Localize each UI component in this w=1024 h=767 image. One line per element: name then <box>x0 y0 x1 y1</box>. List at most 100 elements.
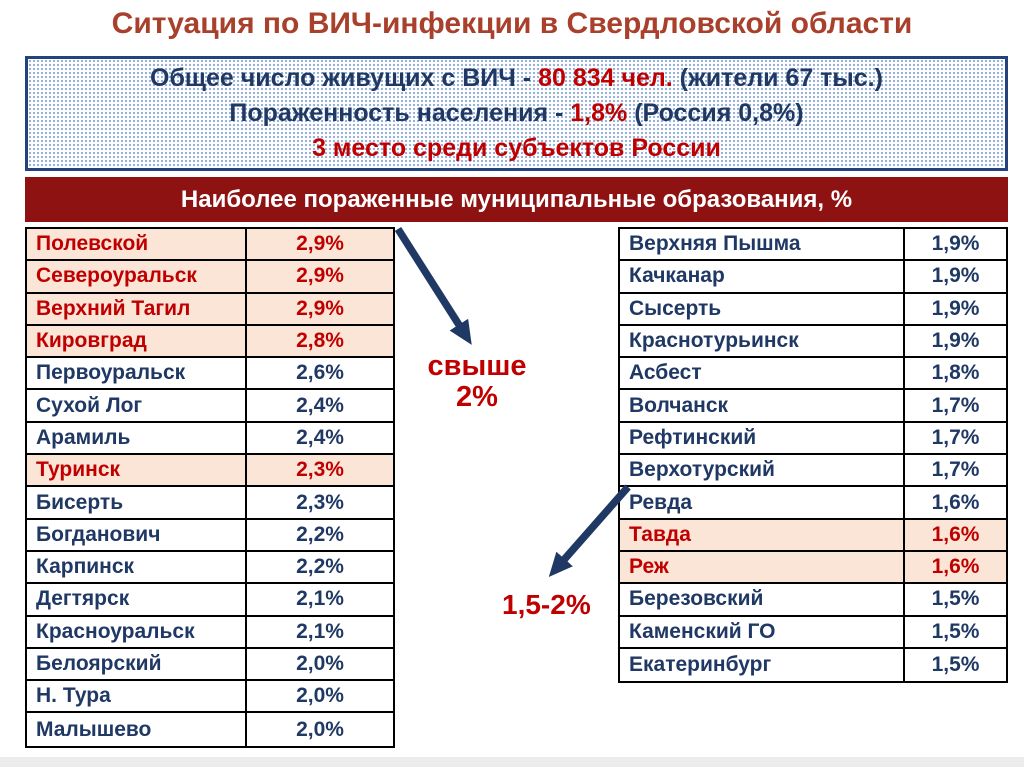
table-row: Малышево 2,0% <box>27 713 393 746</box>
summary-line-2-suffix: (Россия 0,8%) <box>627 99 804 127</box>
municipality-percent-cell: 1,9% <box>931 264 980 288</box>
range-1-5-2-label: 1,5-2% <box>502 589 591 620</box>
over-2-percent-arrow <box>394 226 472 345</box>
municipality-percent-cell: 1,7% <box>931 425 980 449</box>
summary-line-3: 3 место среди субъектов России <box>312 134 721 162</box>
municipality-percent-cell: 1,5% <box>931 653 980 676</box>
over-2-percent-label-line1: свыше <box>427 350 527 382</box>
table-row: Карпинск 2,2% <box>27 551 393 585</box>
municipality-percent-cell: 2,3% <box>296 490 344 514</box>
municipality-name-cell: Богданович <box>27 519 247 550</box>
section-header-banner: Наиболее пораженные муниципальные образо… <box>25 177 1008 222</box>
municipality-name-cell: Арамиль <box>27 422 247 454</box>
municipality-name-cell: Дегтярск <box>27 584 247 615</box>
municipality-percent-cell: 2,0% <box>296 684 344 708</box>
municipality-percent-cell: 1,6% <box>931 555 980 579</box>
over-2-percent-label-line2: 2% <box>456 381 498 413</box>
municipality-percent-cell: 2,0% <box>296 717 344 741</box>
municipality-name-cell: Н. Тура <box>27 681 247 712</box>
table-row: Красноуральск 2,1% <box>27 616 393 649</box>
summary-line-2: Пораженность населения - 1,8% (Россия 0,… <box>28 96 1005 131</box>
municipality-percent-cell: 1,7% <box>931 458 980 482</box>
table-row: Богданович 2,2% <box>27 519 393 552</box>
table-row: Н. Тура 2,0% <box>27 681 393 714</box>
summary-line-2-label: Пораженность населения - <box>229 99 571 127</box>
municipality-name-cell: Кировград <box>27 325 247 357</box>
municipality-name-cell: Ревда <box>620 487 905 518</box>
municipality-percent-cell: 2,1% <box>296 587 344 611</box>
municipality-percent-cell: 2,8% <box>296 329 344 353</box>
table-row: Североуральск 2,9% <box>27 261 393 294</box>
municipality-percent-cell: 1,9% <box>931 232 980 256</box>
municipality-name-cell: Каменский ГО <box>620 616 905 647</box>
table-row: Ревда 1,6% <box>620 487 1006 520</box>
municipality-name-cell: Верхняя Пышма <box>620 229 905 260</box>
municipality-percent-cell: 1,7% <box>931 393 980 417</box>
summary-line-1-label: Общее число живущих с ВИЧ - <box>150 64 539 92</box>
municipality-percent-cell: 2,2% <box>296 522 344 546</box>
table-row: Полевской 2,9% <box>27 229 393 262</box>
municipality-percent-cell: 1,6% <box>931 490 980 514</box>
municipality-percent-cell: 2,1% <box>296 619 344 643</box>
municipality-percent-cell: 1,6% <box>931 522 980 546</box>
municipality-name-cell: Сухой Лог <box>27 390 247 421</box>
municipality-percent-cell: 1,9% <box>931 329 980 353</box>
table-row: Кировград 2,8% <box>27 325 393 359</box>
municipality-name-cell: Североуральск <box>27 261 247 292</box>
table-row: Туринск 2,3% <box>27 455 393 488</box>
municipality-name-cell: Рефтинский <box>620 422 905 454</box>
table-row: Арамиль 2,4% <box>27 422 393 456</box>
municipality-percent-cell: 2,6% <box>296 361 344 385</box>
table-row: Каменский ГО 1,5% <box>620 616 1006 649</box>
municipality-percent-cell: 1,8% <box>931 361 980 385</box>
municipality-percent-cell: 2,4% <box>296 425 344 449</box>
table-row: Первоуральск 2,6% <box>27 358 393 391</box>
table-row: Дегтярск 2,1% <box>27 584 393 617</box>
table-row: Верхний Тагил 2,9% <box>27 293 393 326</box>
summary-line-1-suffix: (жители 67 тыс.) <box>672 64 883 92</box>
municipality-percent-cell: 2,4% <box>296 393 344 417</box>
municipality-percent-cell: 2,9% <box>296 232 344 256</box>
summary-line-1-value: 80 834 чел. <box>538 64 673 92</box>
municipality-percent-cell: 2,9% <box>296 264 344 288</box>
table-row: Бисерть 2,3% <box>27 487 393 520</box>
table-row: Верхотурский 1,7% <box>620 455 1006 488</box>
municipality-name-cell: Реж <box>620 551 905 583</box>
table-row: Белоярский 2,0% <box>27 648 393 682</box>
municipality-name-cell: Малышево <box>27 713 247 746</box>
summary-line-2-value: 1,8% <box>570 99 628 127</box>
municipality-name-cell: Краснотурьинск <box>620 325 905 357</box>
table-row: Верхняя Пышма 1,9% <box>620 229 1006 262</box>
table-row: Тавда 1,6% <box>620 519 1006 552</box>
municipality-name-cell: Тавда <box>620 519 905 550</box>
municipality-percent-cell: 1,5% <box>931 587 980 611</box>
municipality-name-cell: Верхотурский <box>620 455 905 486</box>
municipality-percent-cell: 1,5% <box>931 619 980 643</box>
municipality-percent-cell: 2,3% <box>296 458 344 482</box>
table-row: Волчанск 1,7% <box>620 390 1006 423</box>
summary-box: Общее число живущих с ВИЧ - 80 834 чел. … <box>25 56 1008 171</box>
table-row: Асбест 1,8% <box>620 358 1006 391</box>
table-row: Екатеринбург 1,5% <box>620 648 1006 682</box>
summary-line-1: Общее число живущих с ВИЧ - 80 834 чел. … <box>28 61 1005 96</box>
table-row: Рефтинский 1,7% <box>620 422 1006 456</box>
table-row: Краснотурьинск 1,9% <box>620 325 1006 359</box>
municipality-name-cell: Туринск <box>27 455 247 486</box>
right-municipality-table: Верхняя Пышма 1,9% Качканар 1,9% Сысерть… <box>618 227 1008 684</box>
municipality-name-cell: Екатеринбург <box>620 648 905 682</box>
municipality-name-cell: Карпинск <box>27 551 247 583</box>
municipality-name-cell: Волчанск <box>620 390 905 421</box>
municipality-percent-cell: 1,9% <box>931 296 980 320</box>
municipality-name-cell: Березовский <box>620 584 905 615</box>
municipality-percent-cell: 2,9% <box>296 296 344 320</box>
municipality-name-cell: Сысерть <box>620 293 905 324</box>
municipality-name-cell: Верхний Тагил <box>27 293 247 324</box>
municipality-name-cell: Красноуральск <box>27 616 247 647</box>
municipality-name-cell: Бисерть <box>27 487 247 518</box>
table-row: Сухой Лог 2,4% <box>27 390 393 423</box>
municipality-name-cell: Первоуральск <box>27 358 247 389</box>
municipality-name-cell: Белоярский <box>27 648 247 680</box>
table-row: Березовский 1,5% <box>620 584 1006 617</box>
municipality-name-cell: Качканар <box>620 261 905 292</box>
